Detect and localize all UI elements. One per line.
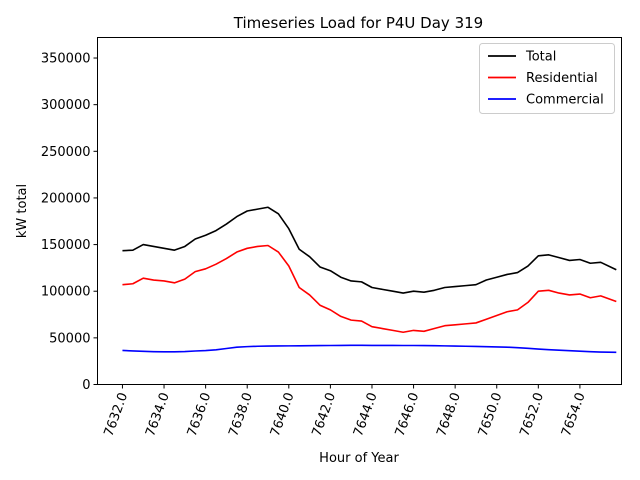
plot-frame [97, 37, 622, 385]
legend: Total Residential Commercial [479, 43, 615, 114]
legend-label-total: Total [525, 50, 556, 65]
series-line-commercial [122, 344, 617, 354]
x-tick-label: 7644.0 [351, 391, 381, 439]
x-tick-label: 7638.0 [226, 391, 256, 439]
x-tick-label: 7648.0 [434, 391, 464, 439]
x-tick-label: 7640.0 [268, 391, 298, 439]
legend-label-commercial: Commercial [526, 93, 604, 108]
y-tick-label: 250000 [41, 145, 91, 160]
chart-title: Timeseries Load for P4U Day 319 [233, 14, 483, 32]
x-tick-label: 7652.0 [517, 391, 547, 439]
x-axis: 7632.0 7634.0 7636.0 7638.0 7640.0 7642.0 7644… [102, 384, 589, 439]
series-layer [122, 206, 617, 354]
x-tick-label: 7632.0 [102, 391, 132, 439]
x-tick-label: 7654.0 [559, 391, 589, 439]
x-tick-label: 7646.0 [393, 391, 423, 439]
legend-label-residential: Residential [526, 71, 598, 86]
y-axis: 0 50000 100000 150000 200000 250000 300000 3500… [41, 52, 98, 393]
y-tick-label: 150000 [41, 238, 91, 253]
x-tick-label: 7642.0 [309, 391, 339, 439]
y-tick-label: 300000 [41, 98, 91, 113]
plot-area [97, 37, 622, 385]
y-tick-label: 200000 [41, 191, 91, 206]
y-tick-label: 50000 [49, 331, 90, 346]
series-line-residential [122, 244, 617, 334]
y-tick-label: 0 [82, 378, 90, 393]
x-tick-label: 7650.0 [476, 391, 506, 439]
y-axis-label: kW total [15, 184, 30, 238]
y-tick-label: 350000 [41, 52, 91, 67]
x-tick-label: 7636.0 [185, 391, 215, 439]
series-line-total [122, 206, 617, 294]
legend-box [479, 43, 615, 114]
x-axis-label: Hour of Year [319, 451, 399, 466]
y-tick-label: 100000 [41, 285, 91, 300]
x-tick-label: 7634.0 [143, 391, 173, 439]
